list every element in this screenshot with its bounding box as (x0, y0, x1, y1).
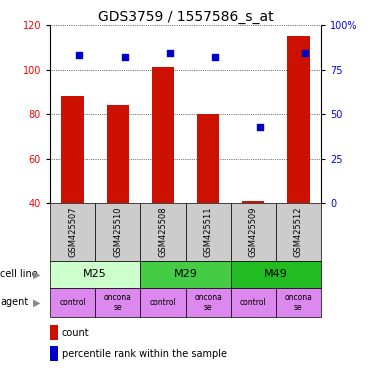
Bar (231, 203, 276, 261)
Text: count: count (62, 328, 89, 338)
Bar (61, 96, 84, 203)
Text: oncona
se: oncona se (285, 293, 312, 312)
Text: oncona
se: oncona se (104, 293, 132, 312)
Point (167, 50, 173, 56)
Text: cell line: cell line (0, 270, 38, 280)
Bar (197, 114, 219, 203)
Text: M25: M25 (83, 270, 107, 280)
Text: GSM425510: GSM425510 (113, 207, 122, 257)
Bar (140, 203, 186, 261)
Point (76, 52, 82, 58)
Bar (50, 288, 95, 317)
Text: ▶: ▶ (33, 270, 40, 280)
Text: GSM425507: GSM425507 (68, 207, 77, 257)
Bar (287, 36, 310, 203)
Bar (106, 105, 129, 203)
Text: control: control (150, 298, 176, 307)
Bar (186, 288, 231, 317)
Point (257, 124, 263, 130)
Bar (50, 261, 140, 288)
Text: control: control (59, 298, 86, 307)
Text: M49: M49 (264, 270, 288, 280)
Point (302, 50, 308, 56)
Bar (140, 261, 231, 288)
Text: GSM425512: GSM425512 (294, 207, 303, 257)
Text: control: control (240, 298, 267, 307)
Bar (276, 203, 321, 261)
Point (212, 54, 218, 60)
Text: M29: M29 (174, 270, 197, 280)
Text: GSM425509: GSM425509 (249, 207, 258, 257)
Bar (50, 203, 95, 261)
Title: GDS3759 / 1557586_s_at: GDS3759 / 1557586_s_at (98, 10, 273, 24)
Bar (152, 67, 174, 203)
Text: percentile rank within the sample: percentile rank within the sample (62, 349, 227, 359)
Text: agent: agent (0, 297, 28, 307)
Bar (140, 288, 186, 317)
Text: GSM425511: GSM425511 (204, 207, 213, 257)
Text: oncona
se: oncona se (194, 293, 222, 312)
Bar (231, 288, 276, 317)
Bar (186, 203, 231, 261)
Point (122, 54, 128, 60)
Bar (95, 203, 140, 261)
Bar (231, 261, 321, 288)
Bar (276, 288, 321, 317)
Text: GSM425508: GSM425508 (158, 207, 167, 257)
Bar (95, 288, 140, 317)
Text: ▶: ▶ (33, 297, 40, 307)
Bar (242, 201, 265, 203)
